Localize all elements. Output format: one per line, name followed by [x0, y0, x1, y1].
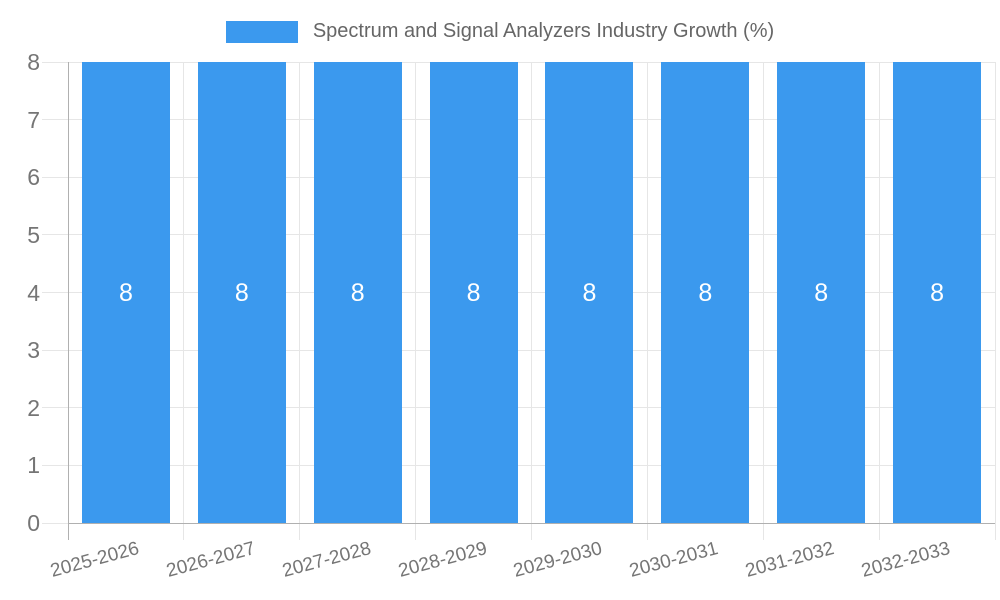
y-tick-label: 4: [27, 279, 40, 306]
bar-value-label: 8: [466, 278, 481, 307]
bar-value-label: 8: [814, 278, 829, 307]
bar: [81, 62, 170, 523]
x-axis-line: [68, 522, 995, 524]
v-gridline: [762, 62, 764, 540]
bar-value-label: 8: [350, 278, 365, 307]
y-tick-label: 1: [27, 452, 40, 479]
y-tick-label: 3: [27, 337, 40, 364]
bar-value-label: 8: [698, 278, 713, 307]
bar: [197, 62, 286, 523]
v-gridline: [994, 62, 996, 540]
y-tick-label: 0: [27, 510, 40, 536]
h-gridline: [42, 407, 995, 409]
y-tick-label: 2: [27, 394, 40, 421]
v-gridline: [878, 62, 880, 540]
v-gridline: [299, 62, 301, 540]
h-gridline: [42, 292, 995, 293]
bar: [429, 62, 518, 523]
y-tick-label: 5: [27, 221, 40, 248]
h-gridline: [42, 61, 995, 63]
y-tick-label: 7: [27, 106, 40, 133]
bar: [893, 62, 982, 523]
bar-value-label: 8: [930, 278, 945, 307]
legend: Spectrum and Signal Analyzers Industry G…: [0, 20, 1000, 43]
h-gridline: [42, 464, 995, 466]
bar-value-label: 8: [582, 278, 597, 307]
h-gridline: [42, 349, 995, 351]
legend-swatch: [225, 20, 298, 43]
y-tick-label: 8: [27, 49, 40, 75]
bar: [661, 62, 750, 523]
v-gridline: [183, 62, 185, 540]
v-gridline: [415, 62, 417, 540]
y-tick-label: 6: [27, 164, 40, 191]
h-gridline: [42, 234, 995, 236]
bar: [777, 62, 866, 523]
chart-title: Spectrum and Signal Analyzers Industry G…: [312, 20, 775, 42]
v-gridline: [531, 62, 532, 540]
h-gridline: [42, 119, 995, 121]
bar-value-label: 8: [234, 278, 249, 307]
h-gridline: [42, 176, 995, 178]
bar-value-label: 8: [118, 278, 133, 307]
v-gridline: [646, 62, 648, 540]
y-axis-line: [67, 62, 69, 540]
bar: [545, 62, 634, 523]
bar: [313, 62, 402, 523]
